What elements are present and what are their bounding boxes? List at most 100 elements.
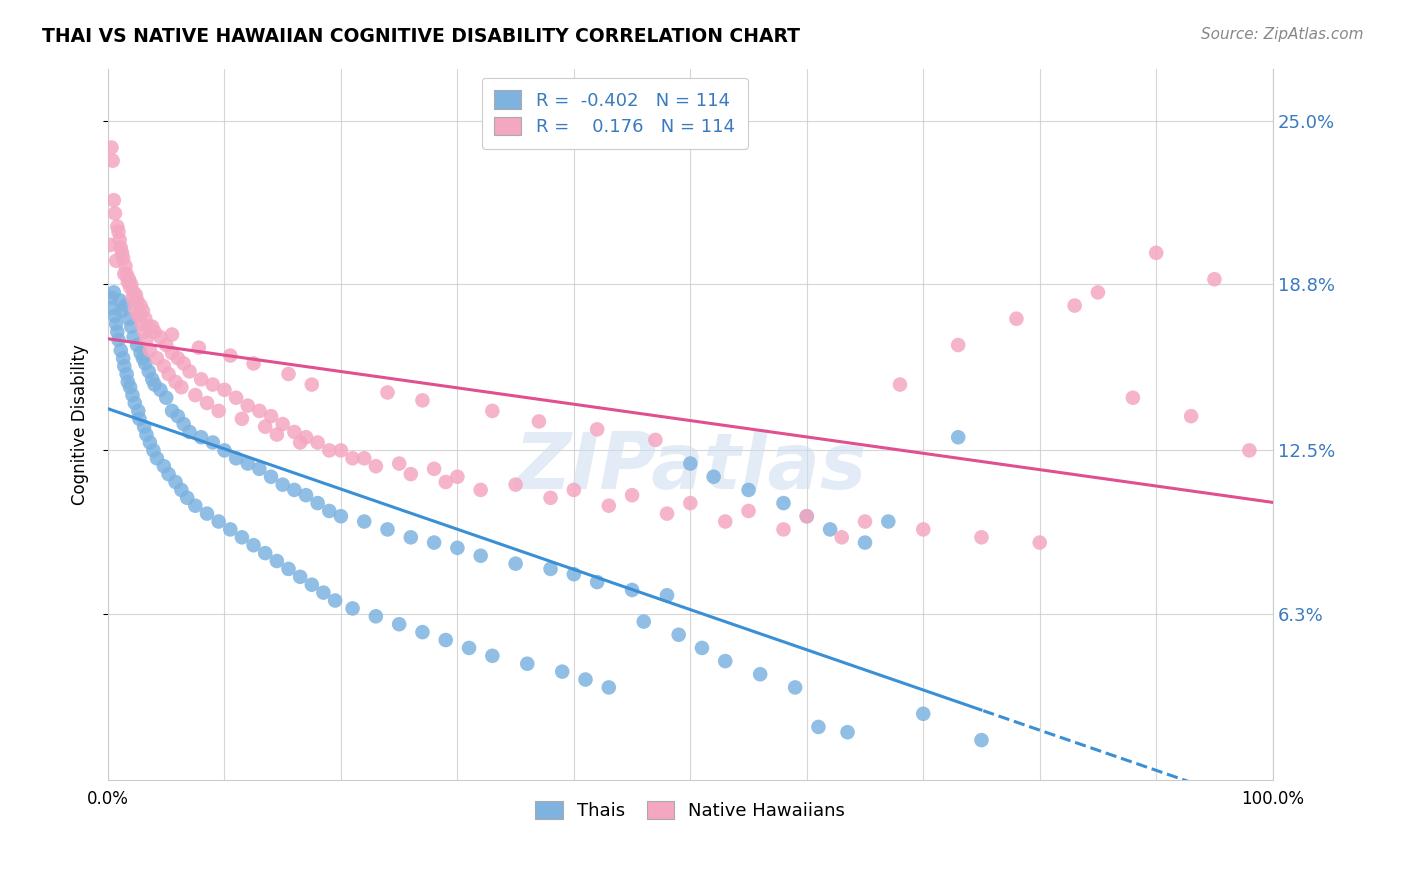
Point (247, 404, 270, 418)
Point (98, 238, 121, 252)
Point (562, 483, 585, 497)
Point (127, 404, 149, 418)
Point (458, 640, 481, 655)
Point (1239, 443, 1261, 458)
Point (574, 673, 596, 687)
Point (342, 601, 364, 615)
Point (388, 457, 411, 471)
Point (225, 391, 247, 405)
Point (120, 280, 142, 294)
Point (288, 570, 311, 584)
Point (423, 462, 446, 476)
Point (118, 272, 141, 286)
Point (134, 357, 156, 371)
Point (129, 346, 152, 360)
Point (377, 523, 399, 537)
Point (540, 491, 562, 505)
Legend: Thais, Native Hawaiians: Thais, Native Hawaiians (522, 787, 859, 835)
Point (115, 267, 138, 281)
Point (318, 443, 340, 458)
Point (120, 319, 142, 334)
Point (135, 427, 157, 442)
Point (1122, 391, 1144, 405)
Point (128, 412, 150, 426)
Point (184, 388, 207, 402)
Point (201, 377, 224, 392)
Point (353, 515, 375, 529)
Point (307, 435, 329, 450)
Point (117, 275, 139, 289)
Text: ZIPatlas: ZIPatlas (515, 429, 866, 505)
Point (271, 477, 294, 491)
Point (318, 504, 340, 518)
Point (143, 325, 166, 339)
Point (505, 477, 527, 491)
Point (301, 377, 323, 392)
Point (132, 351, 155, 366)
Point (104, 309, 127, 323)
Point (134, 311, 156, 326)
Point (399, 467, 422, 482)
Point (772, 523, 794, 537)
Point (219, 523, 242, 537)
Point (714, 654, 737, 668)
Text: THAI VS NATIVE HAWAIIAN COGNITIVE DISABILITY CORRELATION CHART: THAI VS NATIVE HAWAIIAN COGNITIVE DISABI… (42, 27, 800, 45)
Point (388, 617, 411, 632)
Point (505, 557, 527, 571)
Point (271, 417, 294, 431)
Point (323, 593, 346, 607)
Point (283, 483, 305, 497)
Point (142, 443, 165, 458)
Point (1144, 245, 1167, 260)
Point (157, 367, 180, 381)
Point (138, 319, 160, 334)
Point (948, 338, 970, 352)
Point (277, 562, 299, 576)
Point (121, 291, 143, 305)
Point (633, 615, 655, 629)
Point (153, 359, 176, 373)
Point (117, 375, 139, 389)
Point (190, 372, 212, 386)
Point (112, 351, 135, 366)
Point (785, 681, 807, 695)
Point (160, 404, 183, 418)
Point (207, 404, 229, 418)
Point (128, 306, 150, 320)
Point (621, 488, 644, 502)
Point (139, 435, 162, 450)
Point (105, 317, 128, 331)
Y-axis label: Cognitive Disability: Cognitive Disability (72, 343, 89, 505)
Point (260, 469, 283, 483)
Point (260, 409, 283, 424)
Point (970, 530, 993, 544)
Point (247, 462, 270, 476)
Point (399, 530, 422, 544)
Point (101, 301, 124, 315)
Point (214, 383, 236, 397)
Point (125, 288, 148, 302)
Point (295, 488, 318, 502)
Point (187, 341, 209, 355)
Point (129, 299, 152, 313)
Point (364, 609, 387, 624)
Point (149, 383, 172, 397)
Point (562, 567, 585, 582)
Point (679, 457, 702, 471)
Point (295, 430, 318, 444)
Point (818, 523, 841, 537)
Point (889, 377, 911, 392)
Point (679, 496, 702, 510)
Point (170, 483, 193, 497)
Point (948, 430, 970, 444)
Point (853, 535, 876, 549)
Point (176, 491, 198, 505)
Point (124, 396, 146, 410)
Point (312, 585, 335, 599)
Point (266, 427, 288, 442)
Point (132, 325, 155, 339)
Point (190, 430, 212, 444)
Point (201, 435, 224, 450)
Point (108, 293, 131, 308)
Point (236, 457, 259, 471)
